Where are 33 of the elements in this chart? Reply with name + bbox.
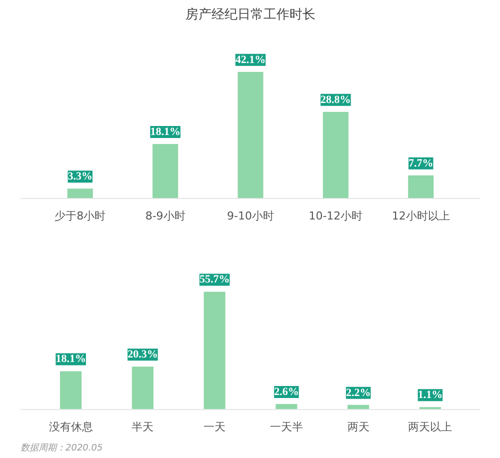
bar: [408, 175, 434, 198]
data-label: 55.7%: [199, 274, 230, 286]
x-tick-label: 9-10小时: [227, 210, 274, 222]
x-tick-label: 两天: [347, 420, 370, 434]
chart-title: 房产经纪日常工作时长: [186, 6, 316, 22]
data-label: 7.7%: [408, 157, 434, 170]
bar: [67, 188, 93, 198]
data-label: 2.2%: [346, 386, 371, 399]
text: 数据周期：2020.05: [20, 442, 103, 454]
data-label: 18.1%: [150, 126, 180, 138]
data-label: 42.1%: [235, 54, 266, 66]
data-label: 1.1%: [418, 389, 443, 402]
x-tick-label: 两天以上: [408, 420, 452, 434]
bar: [276, 404, 298, 410]
bar: [152, 144, 178, 198]
data-label: 3.3%: [68, 170, 93, 183]
data-label: 18.1%: [56, 353, 86, 366]
bar: [238, 72, 264, 198]
x-tick-label: 没有休息: [48, 420, 93, 434]
data-label: 28.8%: [320, 94, 351, 106]
bar: [322, 112, 348, 198]
data-label: 2.6%: [274, 386, 299, 398]
x-tick-label: 半天: [132, 420, 154, 434]
bar: [132, 366, 154, 410]
bar: [60, 371, 82, 410]
x-tick-label: 一天半: [270, 420, 303, 434]
x-tick-label: 10-12小时: [308, 210, 363, 222]
bar: [204, 292, 226, 410]
x-tick-label: 少于8小时: [54, 210, 106, 222]
x-tick-label: 一天: [204, 420, 226, 434]
data-label: 20.3%: [128, 348, 158, 361]
x-tick-label: 12小时以上: [392, 210, 450, 222]
x-tick-label: 8-9小时: [145, 210, 186, 222]
